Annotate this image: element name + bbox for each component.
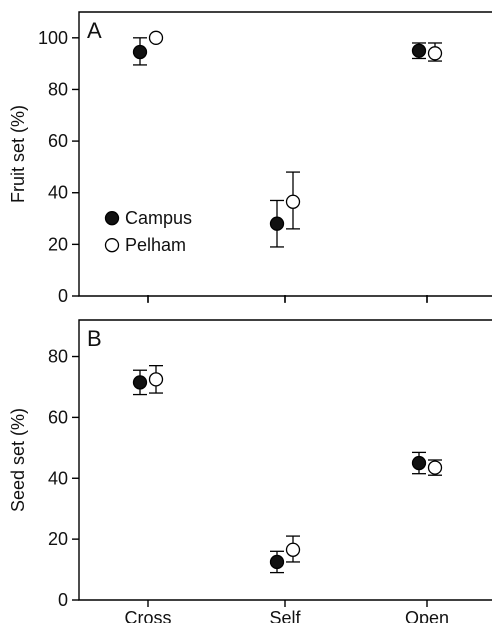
panel-B-campus-self-point — [269, 554, 285, 570]
panel-B-ytick-label: 80 — [48, 347, 68, 367]
panel-A-campus-cross-point — [132, 44, 148, 60]
legend-campus-label: Campus — [125, 208, 192, 228]
panel-A-ytick-label: 60 — [48, 131, 68, 151]
x-tick-label-self: Self — [269, 608, 301, 623]
panel-A-ytick-label: 80 — [48, 79, 68, 99]
panel-A-ytick-label: 40 — [48, 183, 68, 203]
panel-A-ytick-label: 0 — [58, 286, 68, 306]
panel-B-ytick-label: 60 — [48, 407, 68, 427]
panel-A-y-axis-label: Fruit set (%) — [8, 105, 28, 203]
panel-B-pelham-self-point — [285, 542, 301, 557]
panel-A-letter: A — [87, 18, 102, 43]
panel-A-campus-open-point — [411, 43, 427, 58]
panel-B-pelham-open-point — [427, 460, 443, 475]
panel-A-campus-self-point — [269, 216, 285, 231]
legend-pelham-marker — [104, 238, 120, 253]
panel-B-ytick-label: 20 — [48, 529, 68, 549]
panel-A-pelham-open-point — [427, 46, 443, 61]
x-tick-label-cross: Cross — [124, 608, 171, 623]
panel-A-ytick-label: 100 — [38, 28, 68, 48]
panel-B-campus-cross-point — [132, 375, 148, 390]
panel-A-pelham-self-point — [285, 194, 301, 209]
x-tick-label-open: Open — [405, 608, 449, 623]
panel-B-ytick-label: 40 — [48, 468, 68, 488]
legend-pelham-label: Pelham — [125, 235, 186, 255]
panel-B-letter: B — [87, 326, 102, 351]
panel-B-y-axis-label: Seed set (%) — [8, 408, 28, 512]
panel-A-pelham-cross-point — [148, 30, 164, 45]
panel-A-ytick-label: 20 — [48, 234, 68, 254]
panel-B-ytick-label: 0 — [58, 590, 68, 610]
panel-B-pelham-cross-point — [148, 372, 164, 387]
panel-B-campus-open-point — [411, 455, 427, 471]
legend-campus-marker — [104, 211, 120, 226]
